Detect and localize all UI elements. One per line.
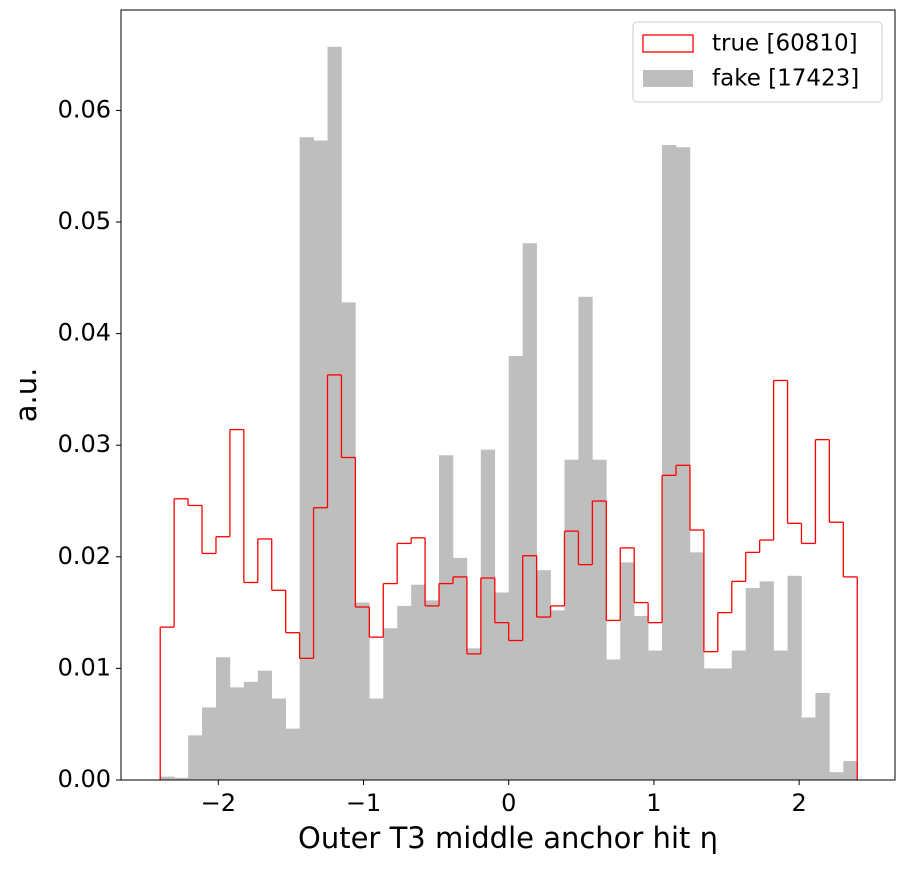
bar [299, 137, 314, 780]
bar [383, 628, 398, 780]
bar [564, 459, 579, 780]
x-tick-label: −2 [201, 789, 236, 817]
x-tick-label: 0 [501, 789, 516, 817]
y-tick-label: 0.00 [58, 765, 111, 793]
bar [731, 650, 747, 780]
bar [578, 296, 593, 780]
bar [285, 728, 300, 780]
bar [648, 650, 663, 780]
bar [174, 777, 189, 780]
y-tick-label: 0.01 [58, 653, 111, 681]
x-tick-label: 2 [792, 789, 807, 817]
legend-swatch [642, 34, 694, 53]
bar [243, 681, 259, 780]
bar [188, 735, 203, 780]
bar [508, 355, 523, 780]
x-axis-label: Outer T3 middle anchor hit η [298, 821, 718, 855]
bar [592, 459, 607, 780]
bar [369, 698, 384, 780]
bar [620, 562, 635, 780]
bar [759, 581, 774, 780]
legend-label: true [60810] [712, 31, 858, 57]
legend-box [632, 21, 883, 103]
legend: true [60810] fake [17423] [632, 21, 883, 103]
bar [787, 575, 802, 780]
bar [745, 588, 760, 780]
bar [689, 552, 705, 780]
bar [536, 570, 551, 780]
bar [843, 761, 858, 780]
bar [801, 717, 816, 780]
y-tick-label: 0.04 [58, 319, 111, 347]
bar [634, 615, 649, 780]
bar [397, 605, 412, 780]
plot-frame [120, 9, 896, 781]
x-tick-label: 1 [646, 789, 661, 817]
bar [522, 243, 537, 781]
bar [271, 698, 286, 780]
bar [355, 602, 370, 780]
bar [676, 147, 691, 780]
bar [202, 707, 217, 780]
bar [411, 584, 426, 780]
bar [494, 592, 510, 780]
y-axis-label: a.u. [9, 368, 43, 423]
bar [773, 650, 788, 780]
x-tick-label: −1 [346, 789, 381, 817]
bar [327, 46, 342, 780]
bar [606, 659, 621, 780]
bar [480, 449, 496, 780]
bar [550, 610, 565, 780]
y-tick-label: 0.05 [58, 207, 111, 235]
bar [829, 772, 844, 780]
bar [215, 657, 231, 780]
bar [703, 668, 719, 780]
bar [229, 687, 245, 780]
legend-label: fake [17423] [712, 66, 859, 92]
bar [466, 648, 482, 780]
bar [160, 776, 175, 780]
legend-swatch [643, 70, 693, 87]
bar [439, 455, 454, 780]
bar [452, 557, 468, 780]
y-tick-label: 0.03 [58, 430, 111, 458]
bar [257, 670, 273, 780]
y-tick-label: 0.06 [58, 95, 111, 123]
bar [662, 145, 677, 780]
bar [313, 140, 328, 781]
bar [717, 668, 733, 780]
y-tick-label: 0.02 [58, 542, 111, 570]
bar [341, 302, 356, 780]
bar [425, 600, 440, 780]
bar [815, 692, 830, 780]
